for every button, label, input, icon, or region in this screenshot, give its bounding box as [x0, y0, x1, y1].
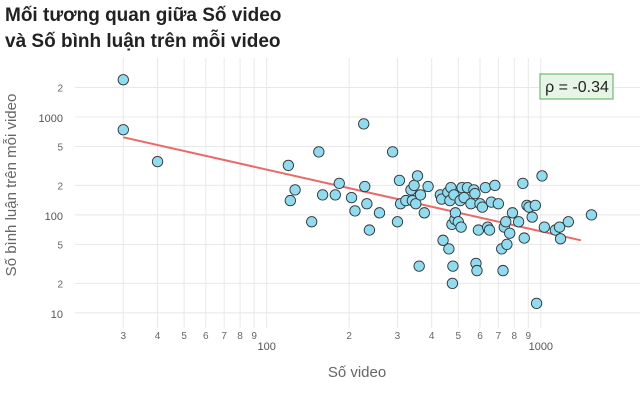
x-tick-minor-label: 2 — [346, 331, 352, 342]
data-point — [455, 221, 467, 233]
chart-title-line-2: và Số bình luận trên mỗi video — [5, 30, 281, 52]
data-point — [361, 198, 373, 210]
data-point — [492, 198, 505, 210]
data-point — [501, 238, 513, 251]
data-point — [469, 187, 481, 200]
data-point — [358, 118, 370, 130]
y-tick-major-label: 100 — [45, 211, 63, 223]
y-tick-minor-label: 5 — [57, 240, 63, 251]
data-point — [538, 221, 550, 233]
data-point — [408, 179, 420, 192]
data-point — [483, 224, 496, 236]
data-point — [517, 177, 529, 189]
data-point — [504, 227, 516, 239]
data-point — [316, 189, 329, 201]
x-tick-major-label: 1000 — [529, 341, 553, 353]
data-point — [282, 159, 295, 172]
data-point — [313, 146, 325, 158]
data-point — [530, 297, 543, 309]
data-point — [512, 216, 525, 228]
x-tick-minor-label: 3 — [395, 331, 401, 342]
x-tick-minor-label: 9 — [525, 331, 531, 342]
data-point — [536, 170, 548, 182]
x-tick-minor-label: 6 — [477, 331, 483, 342]
data-point — [386, 146, 399, 158]
data-point — [410, 198, 422, 210]
data-point — [443, 243, 455, 255]
data-point — [585, 209, 598, 221]
y-tick-major-label: 10 — [51, 309, 63, 321]
data-point — [333, 177, 345, 189]
correlation-annotation: ρ = -0.34 — [539, 73, 614, 100]
x-tick-minor-label: 5 — [456, 331, 462, 342]
data-point — [447, 260, 459, 272]
data-point — [329, 189, 341, 201]
y-tick-minor-label: 2 — [57, 181, 63, 192]
x-tick-major-label: 100 — [257, 341, 275, 353]
trend-line — [123, 136, 582, 242]
data-point — [471, 264, 483, 277]
data-point — [359, 180, 371, 193]
data-point — [554, 233, 567, 245]
data-point — [414, 189, 427, 201]
x-tick-minor-label: 8 — [511, 331, 517, 342]
data-point — [117, 74, 129, 86]
annotation-box — [539, 73, 614, 100]
y-tick-minor-label: 2 — [57, 279, 63, 290]
data-point — [529, 199, 541, 212]
y-tick-minor-label: 2 — [57, 83, 63, 94]
data-point — [306, 216, 318, 228]
data-point — [472, 224, 485, 236]
chart-title-line-1: Mối tương quan giữa Số video — [5, 5, 281, 26]
data-point — [506, 207, 519, 219]
data-point — [349, 205, 361, 217]
data-point — [413, 260, 425, 272]
x-tick-minor-label: 5 — [181, 331, 187, 342]
data-point — [500, 216, 512, 228]
x-tick-minor-label: 7 — [221, 331, 227, 342]
data-point — [418, 207, 430, 219]
data-point — [411, 170, 424, 182]
x-tick-minor-label: 7 — [496, 331, 502, 342]
y-axis-title: Số bình luận trên mỗi video — [3, 94, 20, 277]
data-point — [518, 232, 530, 244]
data-point — [345, 192, 358, 204]
x-tick-minor-label: 9 — [251, 331, 257, 342]
x-axis-title: Số video — [328, 364, 386, 381]
x-tick-minor-label: 4 — [429, 331, 435, 342]
y-tick-major-label: 1000 — [39, 113, 63, 125]
data-point — [284, 194, 296, 207]
x-tick-minor-label: 4 — [155, 331, 161, 342]
data-point — [373, 207, 386, 219]
data-point — [476, 201, 489, 213]
data-point — [393, 174, 406, 187]
data-point — [479, 181, 492, 194]
data-point — [526, 211, 538, 223]
data-point — [151, 155, 164, 168]
y-tick-minor-label: 5 — [57, 142, 63, 153]
data-point — [446, 277, 459, 289]
data-point — [117, 124, 129, 136]
data-point — [553, 221, 566, 233]
annotation-text: ρ = -0.34 — [545, 79, 609, 96]
x-tick-minor-label: 3 — [120, 331, 126, 342]
x-tick-minor-label: 6 — [203, 331, 209, 342]
data-point — [497, 264, 509, 277]
data-point — [489, 179, 501, 192]
data-point — [289, 184, 301, 196]
data-point — [437, 234, 449, 246]
point-layer — [117, 74, 598, 309]
x-tick-minor-label: 8 — [237, 331, 243, 342]
data-point — [422, 180, 434, 193]
data-point — [391, 216, 404, 228]
trend-layer — [123, 136, 582, 242]
data-point — [562, 216, 574, 228]
data-point — [363, 224, 376, 236]
